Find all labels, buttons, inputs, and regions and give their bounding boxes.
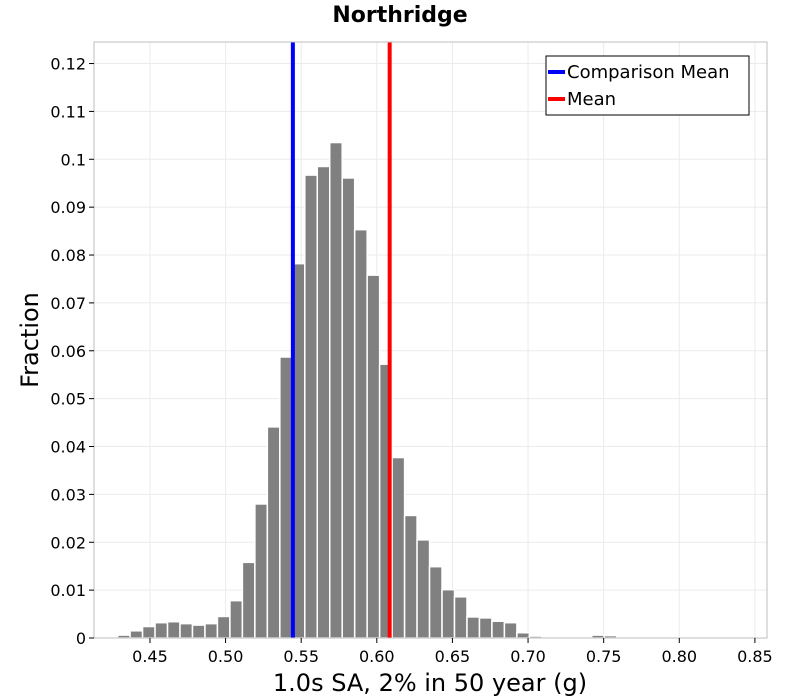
plot-frame bbox=[93, 41, 768, 639]
histogram-bar bbox=[216, 615, 231, 639]
y-tick-label: 0.08 bbox=[50, 246, 86, 265]
legend: Comparison Mean Mean bbox=[545, 55, 750, 116]
y-axis-label: Fraction bbox=[16, 292, 44, 388]
histogram-bar bbox=[191, 624, 206, 639]
x-tick-label: 0.55 bbox=[283, 647, 319, 666]
histogram-bar bbox=[304, 174, 319, 639]
histogram-bar bbox=[516, 631, 531, 639]
histogram-bar bbox=[466, 616, 481, 639]
histogram-bar bbox=[428, 565, 443, 639]
legend-label-comparison-mean: Comparison Mean bbox=[567, 62, 730, 83]
histogram-bar bbox=[391, 456, 406, 639]
histogram-bar bbox=[204, 622, 219, 639]
histogram-bar bbox=[316, 165, 331, 639]
x-axis-label: 1.0s SA, 2% in 50 year (g) bbox=[273, 669, 587, 697]
x-tick-label: 0.65 bbox=[435, 647, 471, 666]
histogram-bar bbox=[366, 274, 381, 639]
histogram-bar bbox=[353, 228, 368, 639]
x-tick-label: 0.60 bbox=[359, 647, 395, 666]
y-tick-label: 0.06 bbox=[50, 342, 86, 361]
y-tick-label: 0.05 bbox=[50, 390, 86, 409]
histogram-bar bbox=[503, 621, 518, 639]
histogram-bar bbox=[229, 599, 244, 639]
y-tick-label: 0 bbox=[76, 629, 86, 648]
histogram-bar bbox=[279, 356, 294, 639]
legend-label-mean: Mean bbox=[567, 89, 616, 110]
legend-box bbox=[545, 55, 750, 116]
x-tick-label: 0.45 bbox=[132, 647, 168, 666]
x-tick-label: 0.85 bbox=[737, 647, 773, 666]
y-tick-label: 0.03 bbox=[50, 485, 86, 504]
histogram-bar bbox=[341, 177, 356, 639]
histogram-bar bbox=[129, 630, 144, 639]
histogram-bar bbox=[154, 621, 169, 639]
histogram-bar bbox=[416, 539, 431, 639]
histogram-bar bbox=[179, 622, 194, 639]
histogram-bar bbox=[441, 588, 456, 639]
histogram-bar bbox=[266, 426, 281, 639]
x-tick-label: 0.80 bbox=[661, 647, 697, 666]
histogram-bar bbox=[166, 620, 181, 639]
histogram-bar bbox=[478, 617, 493, 639]
histogram-bar bbox=[328, 141, 343, 639]
y-tick-label: 0.04 bbox=[50, 438, 86, 457]
x-tick-label: 0.50 bbox=[208, 647, 244, 666]
x-tick-label: 0.70 bbox=[510, 647, 546, 666]
y-tick-label: 0.07 bbox=[50, 294, 86, 313]
x-axis-ticks: 0.45 0.50 0.55 0.60 0.65 0.70 0.75 0.80 0.85 bbox=[132, 638, 773, 666]
y-tick-label: 0.01 bbox=[50, 581, 86, 600]
y-tick-label: 0.12 bbox=[50, 55, 86, 74]
histogram-bar bbox=[254, 503, 269, 639]
y-tick-label: 0.1 bbox=[61, 150, 86, 169]
histogram-bar bbox=[241, 561, 256, 639]
histogram-bar bbox=[403, 514, 418, 639]
y-tick-label: 0.11 bbox=[50, 102, 86, 121]
chart-title: Northridge bbox=[332, 3, 467, 28]
y-axis-ticks: 0 0.01 0.02 0.03 0.04 0.05 0.06 0.07 0.08 0.09 0.1… bbox=[50, 55, 94, 648]
histogram-bar bbox=[453, 596, 468, 639]
mean-lines bbox=[290, 42, 392, 638]
bars bbox=[104, 141, 668, 639]
histogram-bar bbox=[491, 620, 506, 639]
x-tick-label: 0.75 bbox=[586, 647, 622, 666]
y-tick-label: 0.09 bbox=[50, 198, 86, 217]
histogram-bar bbox=[141, 625, 156, 639]
y-tick-label: 0.02 bbox=[50, 533, 86, 552]
grid bbox=[94, 42, 767, 639]
